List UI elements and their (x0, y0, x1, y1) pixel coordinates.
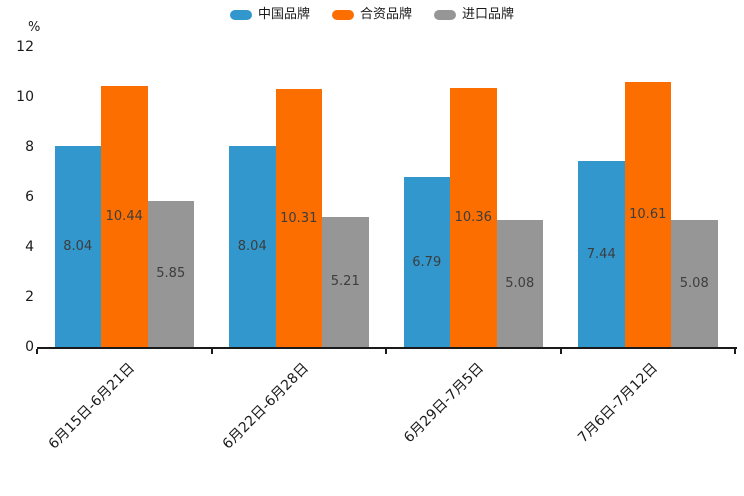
bar: 10.44 (101, 86, 148, 347)
legend-label: 合资品牌 (359, 7, 412, 22)
legend-label: 进口品牌 (462, 7, 515, 22)
y-axis-tick-label: 6 (25, 189, 34, 205)
bar-value-label: 10.36 (454, 210, 492, 225)
y-axis-tick-label: 0 (25, 339, 34, 355)
bar-value-label: 8.04 (63, 239, 93, 254)
x-axis-tick (734, 349, 736, 354)
x-axis-line (37, 347, 737, 349)
x-axis-category-label: 6月22日-6月28日 (219, 360, 313, 453)
bar-value-label: 5.08 (505, 276, 535, 291)
legend-item: 中国品牌 (229, 6, 310, 24)
x-axis-category-label: 7月6日-7月12日 (575, 360, 662, 447)
y-axis-tick-label: 12 (16, 39, 34, 55)
y-axis-tick-label: 8 (25, 139, 34, 155)
bar: 5.21 (322, 216, 369, 347)
bar-value-label: 5.21 (330, 274, 360, 290)
bar: 10.31 (275, 89, 322, 347)
bar-value-label: 6.79 (412, 254, 442, 270)
bar-value-label: 5.85 (156, 266, 186, 282)
legend-item: 进口品牌 (434, 6, 514, 24)
bar: 8.04 (229, 146, 276, 347)
x-axis-tick (36, 349, 38, 354)
y-axis-tick-label: 2 (25, 289, 34, 305)
legend-item: 合资品牌 (331, 6, 412, 24)
bar-value-label: 5.08 (679, 276, 709, 291)
legend-swatch-icon (434, 10, 456, 20)
x-axis-tick (559, 349, 562, 354)
bar: 6.79 (403, 177, 450, 347)
bar: 10.36 (450, 88, 497, 347)
y-axis-tick-label: 10 (16, 89, 34, 105)
x-axis-tick (385, 349, 387, 354)
bar: 10.61 (624, 81, 671, 347)
legend-swatch-icon (229, 10, 252, 20)
bar: 5.08 (496, 220, 543, 347)
bar: 5.85 (147, 200, 194, 347)
bar-value-label: 10.61 (629, 206, 667, 222)
x-axis-category-label: 6月15日-6月21日 (45, 360, 138, 453)
bar-value-label: 10.44 (105, 209, 143, 224)
y-axis-tick-label: 4 (25, 239, 34, 255)
y-axis-unit-label: % (28, 20, 41, 35)
chart-legend: 中国品牌 合资品牌 进口品牌 (0, 6, 744, 24)
bar: 8.04 (54, 146, 101, 347)
bar: 5.08 (671, 220, 718, 347)
legend-swatch-icon (331, 10, 354, 20)
bar: 7.44 (578, 161, 625, 347)
legend-label: 中国品牌 (257, 7, 310, 22)
plot-area: 8.04 10.44 5.85 8.04 10.31 5.21 6.79 10.36 5.08 7… (37, 47, 735, 347)
bar-value-label: 7.44 (586, 246, 616, 262)
bar-value-label: 10.31 (280, 210, 318, 226)
x-axis-tick (210, 349, 213, 354)
bar-value-label: 8.04 (237, 239, 267, 254)
x-axis-category-label: 6月29日-7月5日 (400, 360, 487, 447)
